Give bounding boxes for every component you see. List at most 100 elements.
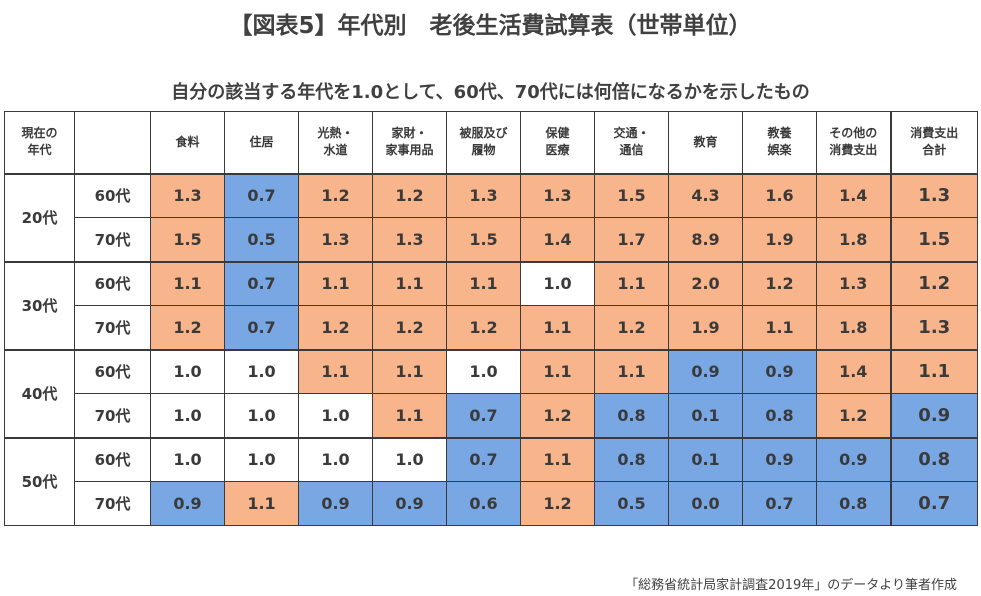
cell-other: 1.2 [816, 393, 891, 438]
cell-housing: 0.7 [224, 260, 299, 306]
cell-transport: 1.1 [594, 348, 669, 394]
cell-food: 1.0 [150, 436, 225, 482]
cell-furniture: 1.1 [372, 393, 447, 438]
cell-utilities: 1.0 [298, 393, 373, 438]
chart-title: 【図表5】年代別 老後生活費試算表（世帯単位） [229, 13, 752, 39]
cell-housing: 1.0 [224, 436, 299, 482]
cell-furniture: 1.2 [372, 172, 447, 218]
cell-clothing: 1.5 [446, 217, 521, 262]
table-row: 70代 0.9 1.1 0.9 0.9 0.6 1.2 0.5 0.0 0.7 0.8 0.7 [5, 481, 978, 526]
cell-recreation: 1.6 [742, 172, 817, 218]
ratio-table: 現在の 年代 食料 住居 光熱・ 水道 家財・ 家事用品 被服及び 履物 保健 医療 交通・ 通信 教育教… [4, 111, 978, 526]
cell-clothing: 1.3 [446, 172, 521, 218]
target-age-label: 60代 [74, 436, 151, 482]
column-header-housing: 住居 [224, 111, 299, 174]
column-header-education: 教育 [668, 111, 743, 174]
table-row: 70代 1.2 0.7 1.2 1.2 1.2 1.1 1.2 1.9 1.1 1.8 1.3 [5, 305, 978, 350]
cell-clothing: 1.2 [446, 305, 521, 350]
header-target-age [74, 111, 151, 174]
table-row: 70代 1.5 0.5 1.3 1.3 1.5 1.4 1.7 8.9 1.9 1.8 1.5 [5, 217, 978, 262]
cell-utilities: 1.1 [298, 348, 373, 394]
cell-recreation: 1.2 [742, 260, 817, 306]
cell-total: 1.1 [889, 348, 978, 394]
cell-clothing: 1.1 [446, 260, 521, 306]
cell-utilities: 1.2 [298, 172, 373, 218]
cell-housing: 1.0 [224, 348, 299, 394]
target-age-label: 70代 [74, 481, 151, 526]
cell-housing: 1.1 [224, 481, 299, 526]
cell-medical: 1.1 [520, 348, 595, 394]
column-header-medical: 保健 医療 [520, 111, 595, 174]
column-header-clothing: 被服及び 履物 [446, 111, 521, 174]
cell-recreation: 0.7 [742, 481, 817, 526]
column-header-total: 消費支出 合計 [889, 111, 978, 174]
cell-furniture: 0.9 [372, 481, 447, 526]
cell-education: 4.3 [668, 172, 743, 218]
cell-furniture: 1.3 [372, 217, 447, 262]
cell-medical: 1.0 [520, 260, 595, 306]
current-age-label: 40代 [4, 348, 75, 438]
cell-transport: 0.8 [594, 436, 669, 482]
header-current-age: 現在の 年代 [4, 111, 75, 174]
cell-transport: 1.7 [594, 217, 669, 262]
cell-utilities: 1.2 [298, 305, 373, 350]
cell-transport: 1.1 [594, 260, 669, 306]
cell-food: 1.2 [150, 305, 225, 350]
cell-transport: 1.2 [594, 305, 669, 350]
column-header-recreation: 教養 娯楽 [742, 111, 817, 174]
cell-housing: 1.0 [224, 393, 299, 438]
cell-transport: 0.8 [594, 393, 669, 438]
cell-total: 1.3 [889, 172, 978, 218]
current-age-label: 20代 [4, 172, 75, 262]
cell-housing: 0.7 [224, 172, 299, 218]
cell-other: 1.4 [816, 348, 891, 394]
cell-recreation: 0.9 [742, 436, 817, 482]
cell-recreation: 1.1 [742, 305, 817, 350]
cell-food: 1.1 [150, 260, 225, 306]
target-age-label: 60代 [74, 260, 151, 306]
cell-utilities: 1.1 [298, 260, 373, 306]
cell-food: 1.3 [150, 172, 225, 218]
current-age-label: 50代 [4, 436, 75, 526]
cell-clothing: 0.7 [446, 393, 521, 438]
current-age-label: 30代 [4, 260, 75, 350]
cell-utilities: 1.3 [298, 217, 373, 262]
cell-clothing: 0.6 [446, 481, 521, 526]
source-note: 「総務省統計局家計調査2019年」のデータより筆者作成 [625, 578, 957, 593]
cell-other: 1.4 [816, 172, 891, 218]
table-row: 40代 60代 1.0 1.0 1.1 1.1 1.0 1.1 1.1 0.9 0.9 1.4 1.1 [4, 348, 978, 438]
cell-furniture: 1.0 [372, 436, 447, 482]
cell-other: 1.8 [816, 217, 891, 262]
chart-subtitle: 自分の該当する年代を1.0として、60代、70代には何倍になるかを示したもの [171, 82, 810, 103]
cell-recreation: 1.9 [742, 217, 817, 262]
cell-clothing: 0.7 [446, 436, 521, 482]
column-header-transport: 交通・ 通信 [594, 111, 669, 174]
cell-total: 1.2 [889, 260, 978, 306]
cell-furniture: 1.1 [372, 260, 447, 306]
cell-food: 0.9 [150, 481, 225, 526]
cell-education: 2.0 [668, 260, 743, 306]
cell-clothing: 1.0 [446, 348, 521, 394]
target-age-label: 70代 [74, 217, 151, 262]
target-age-label: 70代 [74, 393, 151, 438]
cell-medical: 1.3 [520, 172, 595, 218]
cell-medical: 1.4 [520, 217, 595, 262]
cell-furniture: 1.2 [372, 305, 447, 350]
column-header-food: 食料 [150, 111, 225, 174]
cell-housing: 0.7 [224, 305, 299, 350]
cell-utilities: 0.9 [298, 481, 373, 526]
cell-education: 8.9 [668, 217, 743, 262]
cell-transport: 0.5 [594, 481, 669, 526]
cell-medical: 1.1 [520, 305, 595, 350]
cell-other: 1.8 [816, 305, 891, 350]
table-row: 20代 60代 1.3 0.7 1.2 1.2 1.3 1.3 1.5 4.3 1.6 1.4 1.3 [4, 172, 978, 262]
cell-total: 0.9 [889, 393, 978, 438]
column-header-utilities: 光熱・ 水道 [298, 111, 373, 174]
table-row: 30代 60代 1.1 0.7 1.1 1.1 1.1 1.0 1.1 2.0 1.2 1.3 1.2 [4, 260, 978, 350]
cell-medical: 1.2 [520, 393, 595, 438]
cell-transport: 1.5 [594, 172, 669, 218]
cell-medical: 1.1 [520, 436, 595, 482]
cell-education: 0.1 [668, 393, 743, 438]
cell-medical: 1.2 [520, 481, 595, 526]
cell-food: 1.5 [150, 217, 225, 262]
